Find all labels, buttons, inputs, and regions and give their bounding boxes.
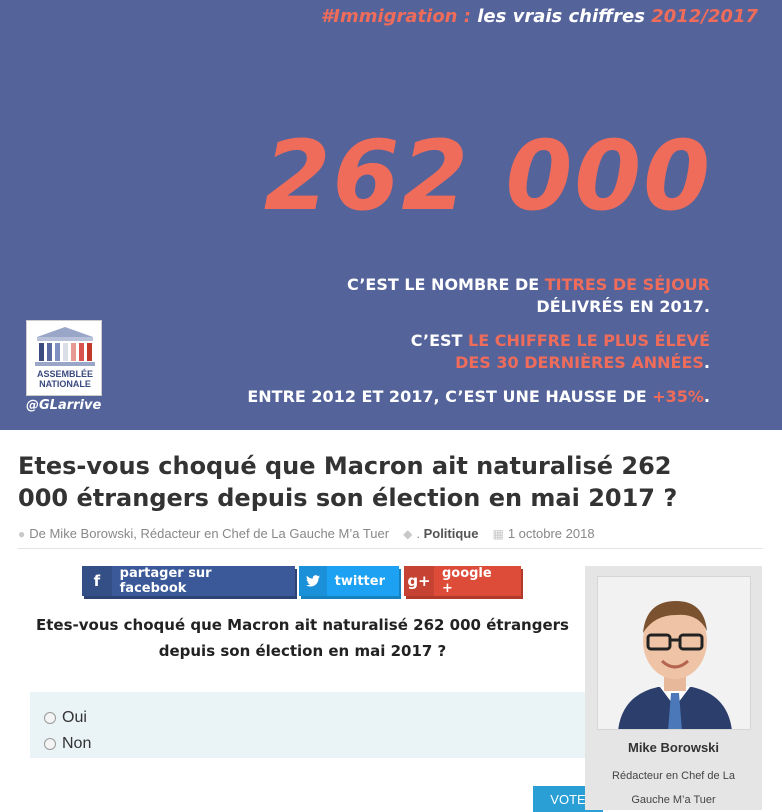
radio-non[interactable] bbox=[44, 738, 56, 750]
article-date: 1 octobre 2018 bbox=[507, 526, 595, 541]
logo-line2: NATIONALE bbox=[39, 379, 91, 389]
facebook-icon: f bbox=[82, 566, 112, 596]
share-google-button[interactable]: g+ google + bbox=[404, 566, 521, 596]
stat-line1b: TITRES DE SÉJOUR bbox=[544, 275, 710, 294]
stat-line4-end: . bbox=[703, 353, 710, 372]
author-role: Rédacteur en Chef de La Gauche M’a Tuer bbox=[612, 770, 735, 806]
radio-oui[interactable] bbox=[44, 712, 56, 724]
author-name: Mike Borowski bbox=[627, 740, 720, 755]
banner-years: 2012/2017 bbox=[651, 6, 758, 27]
user-icon: ● bbox=[18, 526, 26, 541]
share-facebook-button[interactable]: f partager sur facebook bbox=[82, 566, 295, 596]
stat-hausse: ENTRE 2012 ET 2017, C’EST UNE HAUSSE DE … bbox=[247, 386, 710, 408]
article-title: Etes-vous choqué que Macron ait naturali… bbox=[18, 452, 678, 512]
logo-line1: ASSEMBLÉE bbox=[36, 369, 93, 379]
stat-line5b: +35% bbox=[652, 387, 704, 406]
twitter-icon bbox=[299, 566, 327, 596]
stat-line4b: DES 30 DERNIÈRES ANNÉES bbox=[455, 353, 704, 372]
infographic-banner: #Immigration : les vrais chiffres 2012/2… bbox=[0, 0, 782, 430]
calendar-icon: ▦ bbox=[492, 526, 504, 541]
stat-line5-end: . bbox=[703, 387, 710, 406]
poll-option-label: Oui bbox=[62, 709, 87, 726]
twitter-handle: @GLarrive bbox=[26, 398, 102, 413]
author-avatar bbox=[597, 576, 751, 730]
poll-option-oui[interactable]: Oui bbox=[44, 709, 87, 727]
tag-icon: ◆ bbox=[403, 526, 413, 541]
hemicycle-icon bbox=[35, 327, 95, 366]
banner-heading: #Immigration : les vrais chiffres 2012/2… bbox=[321, 6, 758, 27]
share-twitter-button[interactable]: twitter bbox=[299, 566, 399, 596]
banner-heading-text: les vrais chiffres bbox=[470, 6, 652, 27]
article-meta: ● De Mike Borowski, Rédacteur en Chef de… bbox=[18, 526, 595, 541]
poll-options: Oui Non bbox=[30, 692, 585, 758]
poll-question: Etes-vous choqué que Macron ait naturali… bbox=[36, 616, 569, 660]
google-plus-icon: g+ bbox=[404, 566, 434, 596]
stat-titres: C’EST LE NOMBRE DE TITRES DE SÉJOUR DÉLI… bbox=[347, 274, 710, 318]
divider bbox=[18, 548, 763, 549]
stat-line2: DÉLIVRÉS EN 2017. bbox=[536, 297, 710, 316]
author-card: Mike Borowski Rédacteur en Chef de La Ga… bbox=[585, 566, 762, 810]
stat-line5a: ENTRE 2012 ET 2017, C’EST UNE HAUSSE DE bbox=[247, 387, 653, 406]
hashtag: #Immigration : bbox=[320, 6, 471, 27]
share-google-label: google + bbox=[441, 566, 492, 596]
category-link[interactable]: Politique bbox=[423, 526, 479, 541]
assemblee-nationale-logo: ASSEMBLÉE NATIONALE bbox=[26, 320, 102, 396]
poll-option-label: Non bbox=[62, 735, 92, 752]
category-prefix: . bbox=[416, 526, 420, 541]
stat-line3a: C’EST bbox=[410, 331, 469, 350]
poll-option-non[interactable]: Non bbox=[44, 735, 91, 753]
big-number: 262 000 bbox=[263, 120, 712, 232]
share-facebook-label: partager sur facebook bbox=[119, 566, 212, 596]
share-twitter-label: twitter bbox=[334, 573, 385, 589]
stat-line3b: LE CHIFFRE LE PLUS ÉLEVÉ bbox=[468, 331, 710, 350]
stat-line1a: C’EST LE NOMBRE DE bbox=[347, 275, 545, 294]
stat-record: C’EST LE CHIFFRE LE PLUS ÉLEVÉ DES 30 DE… bbox=[411, 330, 710, 374]
author-meta[interactable]: De Mike Borowski, Rédacteur en Chef de L… bbox=[29, 526, 390, 541]
